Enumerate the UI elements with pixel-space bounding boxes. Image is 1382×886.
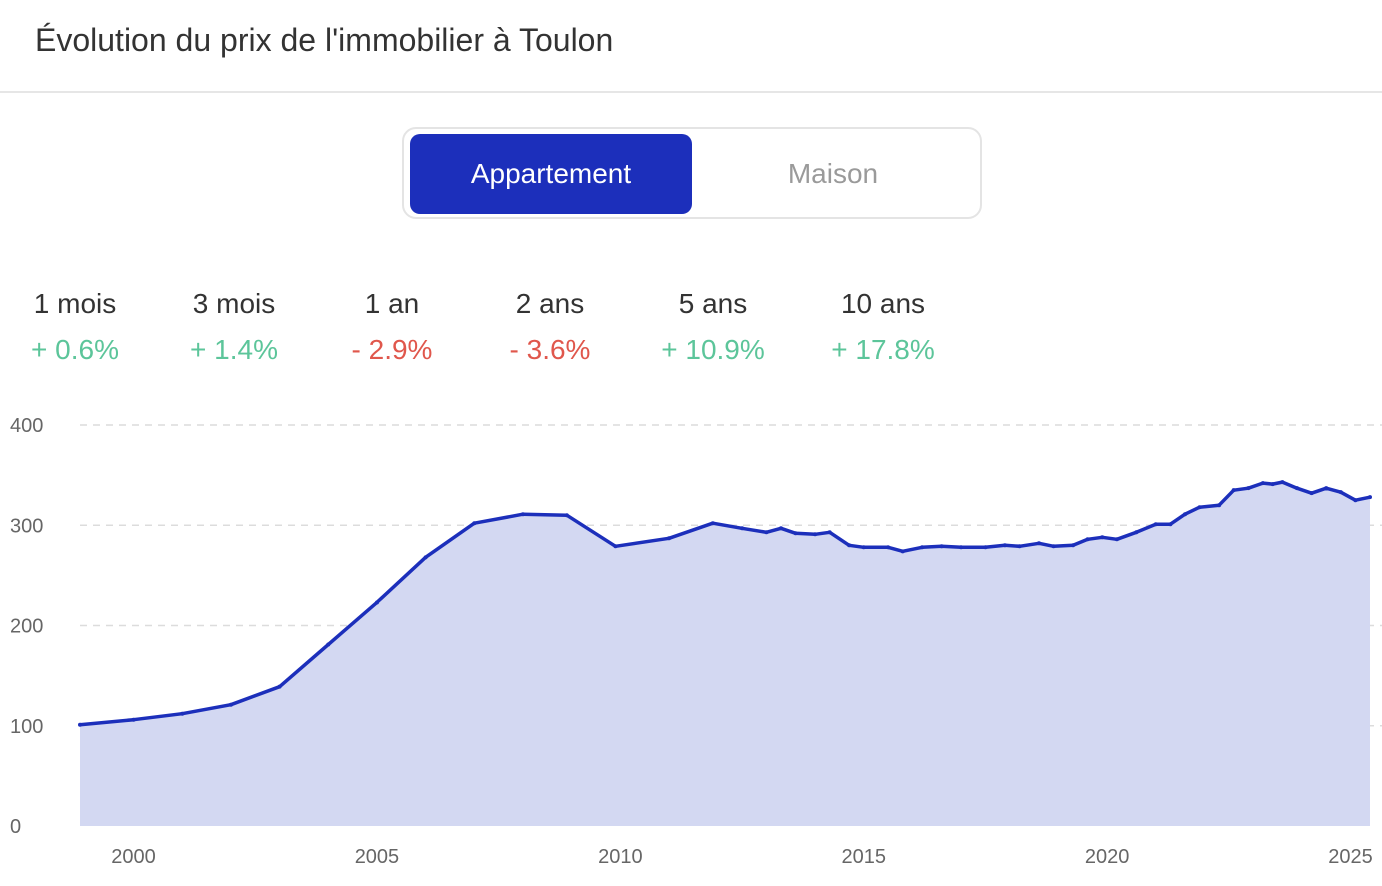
data-point	[78, 722, 82, 727]
data-point	[1197, 505, 1202, 510]
tick-layer: 0 100 200 300 400 2000 2005 2010 2015 2020 2025	[10, 415, 1373, 868]
area-layer	[78, 480, 1372, 826]
data-point	[813, 532, 818, 537]
data-point	[1168, 522, 1173, 527]
data-point	[1270, 482, 1275, 487]
data-point	[710, 521, 715, 526]
stat-1-mois: 1 mois + 0.6%	[5, 288, 145, 366]
data-point	[180, 711, 185, 716]
data-point	[667, 536, 672, 541]
data-point	[983, 545, 988, 550]
stat-value: + 0.6%	[31, 334, 119, 365]
stat-value: + 17.8%	[831, 334, 935, 365]
data-point	[1071, 543, 1076, 548]
data-point	[1100, 535, 1105, 540]
data-point	[778, 526, 783, 531]
data-point	[1114, 537, 1119, 542]
data-point	[1017, 544, 1022, 549]
data-point	[326, 642, 331, 647]
data-point	[277, 684, 282, 689]
data-point	[827, 530, 832, 535]
stat-10-ans: 10 ans + 17.8%	[813, 288, 953, 366]
stat-label: 3 mois	[192, 288, 276, 319]
price-change-stats: 1 mois + 0.6% 3 mois + 1.4% 1 an - 2.9% …	[0, 288, 1000, 378]
data-point	[520, 512, 525, 517]
data-point	[764, 530, 769, 535]
data-point	[1183, 512, 1188, 517]
x-tick-label: 2000	[111, 846, 156, 868]
data-point	[1294, 486, 1299, 491]
data-point	[472, 521, 477, 526]
data-point	[564, 513, 569, 518]
data-point	[920, 545, 925, 550]
data-point	[793, 531, 798, 536]
data-point	[1231, 488, 1236, 493]
property-type-toggle: Appartement Maison	[402, 127, 982, 219]
stat-value: + 1.4%	[190, 334, 278, 365]
page-title: Évolution du prix de l'immobilier à Toul…	[35, 22, 614, 58]
x-tick-label: 2015	[841, 846, 886, 868]
data-point	[939, 544, 944, 549]
data-point	[847, 543, 852, 548]
stat-1-an: 1 an - 2.9%	[322, 288, 462, 366]
data-point	[959, 545, 964, 550]
data-point	[228, 702, 233, 707]
stat-value: - 2.9%	[351, 334, 433, 365]
stat-label: 5 ans	[678, 288, 748, 319]
data-point	[1153, 522, 1158, 527]
y-tick-label: 400	[10, 415, 43, 437]
stat-5-ans: 5 ans + 10.9%	[643, 288, 783, 366]
data-point	[861, 545, 866, 550]
stat-3-mois: 3 mois + 1.4%	[164, 288, 304, 366]
x-tick-label: 2010	[598, 846, 643, 868]
stat-value: + 10.9%	[661, 334, 765, 365]
y-tick-label: 300	[10, 515, 43, 537]
data-point	[886, 545, 891, 550]
data-point	[900, 549, 905, 554]
y-tick-label: 200	[10, 616, 43, 638]
stat-label: 1 mois	[33, 288, 117, 319]
data-point	[1217, 503, 1222, 508]
data-point	[1280, 480, 1285, 485]
data-point	[1260, 481, 1265, 486]
maison-toggle-button[interactable]: Maison	[787, 158, 879, 189]
data-point	[1324, 486, 1329, 491]
stat-label: 2 ans	[515, 288, 585, 319]
stat-2-ans: 2 ans - 3.6%	[480, 288, 620, 366]
price-area-chart: 0 100 200 300 400 2000 2005 2010 2015 2020 2025	[10, 415, 1382, 868]
data-point	[1353, 498, 1358, 503]
data-point	[1051, 544, 1056, 549]
data-point	[1085, 537, 1090, 542]
data-point	[423, 555, 428, 560]
data-point	[1368, 495, 1372, 500]
appartement-toggle-button[interactable]: Appartement	[410, 134, 692, 214]
header: Évolution du prix de l'immobilier à Toul…	[0, 0, 1382, 93]
y-tick-label: 100	[10, 716, 43, 738]
x-tick-label: 2005	[355, 846, 400, 868]
stat-value: - 3.6%	[509, 334, 591, 365]
data-point	[1036, 541, 1041, 546]
x-tick-label: 2020	[1085, 846, 1130, 868]
price-area-fill	[80, 482, 1370, 826]
stat-label: 10 ans	[840, 288, 926, 319]
stat-label: 1 an	[364, 288, 420, 319]
data-point	[740, 526, 745, 531]
data-point	[1309, 491, 1314, 496]
data-point	[1338, 490, 1343, 495]
data-point	[1246, 486, 1251, 491]
data-point	[1002, 543, 1007, 548]
data-point	[613, 544, 618, 549]
data-point	[1134, 530, 1139, 535]
data-point	[131, 717, 136, 722]
x-tick-label: 2025	[1328, 846, 1373, 868]
y-tick-label: 0	[10, 816, 21, 838]
data-point	[374, 600, 379, 605]
